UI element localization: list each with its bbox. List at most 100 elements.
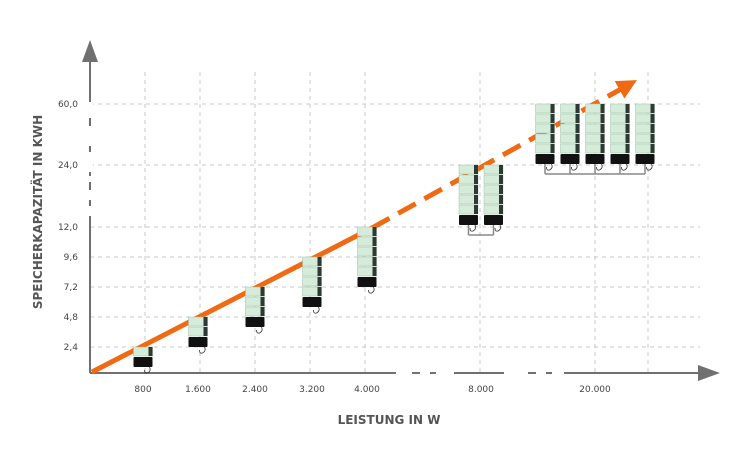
x-tick-label: 800 (134, 385, 151, 395)
battery-unit (245, 286, 265, 334)
battery-module-edge (474, 185, 478, 194)
inverter-base (535, 154, 555, 164)
battery-stacks (133, 103, 655, 374)
battery-module-edge (600, 124, 605, 133)
y-axis-title: SPEICHERKAPAZITÄT IN KWH (30, 115, 45, 309)
battery-module-edge (575, 144, 580, 153)
cable (313, 306, 320, 314)
battery-module-edge (474, 175, 478, 184)
battery-module-edge (550, 144, 555, 153)
battery-module-edge (499, 175, 503, 184)
y-tick-label: 4,8 (64, 313, 79, 323)
inverter-base (610, 154, 630, 164)
battery-unit (357, 226, 377, 294)
x-axis-arrow (698, 365, 720, 381)
battery-module-edge (575, 134, 580, 143)
inverter-base (188, 337, 208, 347)
cable (256, 326, 263, 334)
inverter-base (133, 357, 153, 367)
battery-module-edge (650, 124, 655, 133)
battery-module-edge (600, 134, 605, 143)
x-axis-break-1 (396, 370, 454, 376)
parallel-connector (544, 164, 646, 175)
cable (199, 346, 206, 354)
bar-3.200 (302, 256, 322, 314)
inverter-base (302, 297, 322, 307)
x-tick-label: 2.400 (242, 385, 268, 395)
bar-800 (133, 346, 153, 374)
battery-module-edge (625, 124, 630, 133)
cable (494, 224, 502, 232)
battery-module-edge (474, 205, 478, 214)
battery-unit (535, 103, 555, 171)
y-tick-label: 9,6 (64, 253, 79, 263)
bar-20.000 (535, 103, 655, 175)
battery-module-edge (317, 277, 322, 286)
battery-unit (610, 103, 630, 171)
battery-module-edge (650, 144, 655, 153)
parallel-connector (467, 225, 495, 236)
inverter-base (245, 317, 265, 327)
tick-labels: 2,4 4,8 7,2 9,6 12,0 24,0 60,0 800 1.600 2.400 3.2… (58, 100, 611, 395)
battery-module-edge (550, 124, 555, 133)
y-tick-label: 60,0 (58, 100, 78, 110)
battery-module-edge (650, 114, 655, 123)
inverter-base (459, 215, 478, 225)
battery-module-edge (148, 347, 153, 356)
y-axis-break-1 (87, 102, 93, 172)
battery-module-edge (474, 165, 478, 174)
battery-module-edge (499, 185, 503, 194)
battery-module-edge (260, 307, 265, 316)
battery-module-edge (575, 124, 580, 133)
battery-module-edge (499, 165, 503, 174)
battery-module-edge (575, 114, 580, 123)
bar-4.000 (357, 226, 377, 294)
cable (368, 286, 375, 294)
x-tick-label: 3.200 (299, 385, 325, 395)
cable (469, 224, 477, 232)
y-tick-label: 12,0 (58, 223, 78, 233)
bar-2.400 (245, 286, 265, 334)
battery-unit (302, 256, 322, 314)
x-tick-label: 1.600 (185, 385, 211, 395)
inverter-base (635, 154, 655, 164)
battery-module-edge (650, 104, 655, 113)
inverter-base (357, 277, 377, 287)
battery-unit (133, 346, 153, 374)
battery-module-edge (317, 257, 322, 266)
y-tick-label: 24,0 (58, 161, 78, 171)
battery-module-edge (600, 114, 605, 123)
battery-unit (635, 103, 655, 171)
battery-unit (458, 164, 479, 232)
battery-unit (483, 164, 504, 232)
cable (646, 163, 653, 171)
battery-module-edge (474, 195, 478, 204)
battery-module-edge (600, 144, 605, 153)
x-tick-label: 8.000 (468, 385, 494, 395)
battery-module-edge (372, 247, 377, 256)
x-tick-label: 4.000 (354, 385, 380, 395)
battery-module-edge (372, 237, 377, 246)
battery-module-edge (650, 134, 655, 143)
y-axis-break-2 (87, 176, 93, 216)
battery-module-edge (260, 297, 265, 306)
battery-module-edge (317, 287, 322, 296)
y-axis-arrow (82, 40, 98, 62)
battery-module-edge (625, 144, 630, 153)
battery-module-edge (260, 287, 265, 296)
x-axis-title: LEISTUNG IN W (338, 413, 441, 427)
cable (596, 163, 603, 171)
battery-unit (188, 316, 208, 354)
cable (546, 163, 553, 171)
battery-module-edge (575, 104, 580, 113)
battery-module-edge (625, 104, 630, 113)
cable (144, 366, 151, 374)
battery-module-edge (550, 114, 555, 123)
battery-module-edge (499, 205, 503, 214)
cable (621, 163, 628, 171)
grid (90, 72, 700, 373)
x-tick-label: 20.000 (579, 385, 611, 395)
battery-module-edge (550, 104, 555, 113)
battery-module-edge (372, 257, 377, 266)
